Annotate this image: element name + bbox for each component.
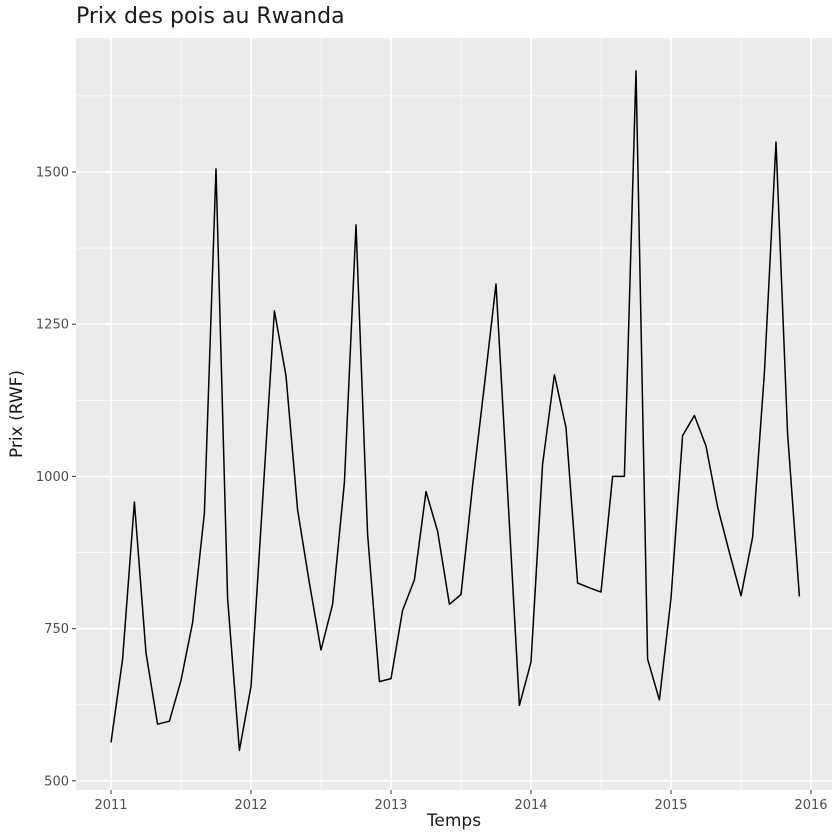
y-tick-label: 1250: [36, 318, 69, 333]
grid-major: [76, 38, 832, 790]
y-axis-title: Prix (RWF): [7, 370, 27, 458]
x-axis-title: Temps: [426, 811, 481, 831]
y-tick-label: 500: [44, 774, 69, 789]
x-tick-label: 2014: [514, 798, 547, 813]
y-tick-label: 750: [44, 622, 69, 637]
grid-minor: [76, 38, 832, 790]
x-tick-labels: 2011 2012 2013 2014 2015 2016: [94, 798, 827, 813]
price-series-line: [110, 70, 801, 752]
y-tick-label: 1500: [36, 165, 69, 180]
x-tick-label: 2012: [234, 798, 267, 813]
x-tick-label: 2013: [374, 798, 407, 813]
x-tick-label: 2015: [654, 798, 687, 813]
y-tick-label: 1000: [36, 470, 69, 485]
axis-ticks: [72, 171, 812, 794]
plot-background: [76, 38, 832, 790]
x-tick-label: 2011: [94, 798, 127, 813]
chart-title: Prix des pois au Rwanda: [76, 4, 345, 29]
y-tick-labels: 500 750 1000 1250 1500: [36, 165, 69, 789]
x-tick-label: 2016: [794, 798, 827, 813]
